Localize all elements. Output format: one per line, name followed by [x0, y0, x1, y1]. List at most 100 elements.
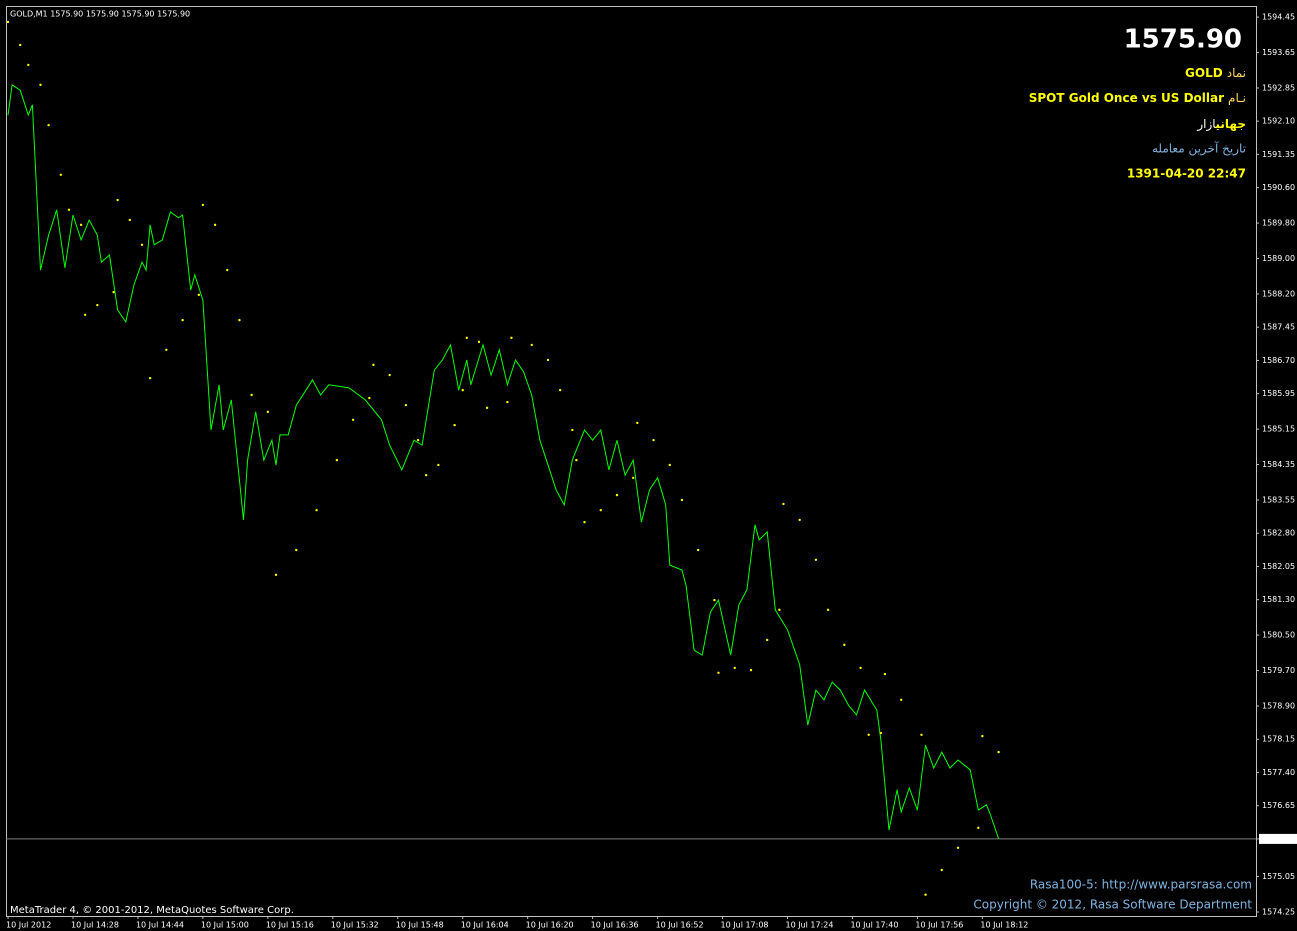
sar-dot	[924, 893, 927, 896]
sar-dot	[213, 223, 217, 227]
y-tick-label: 1584.35	[1262, 460, 1295, 469]
sar-dot	[766, 638, 769, 642]
x-tick-label: 10 Jul 18:12	[980, 921, 1028, 930]
sar-dot	[713, 598, 716, 602]
symbol: GOLD	[1185, 66, 1223, 80]
sar-dot	[351, 418, 355, 421]
x-tick-label: 10 Jul 17:40	[850, 921, 898, 930]
sar-dot	[128, 218, 132, 222]
sar-dot	[238, 318, 241, 322]
sar-dot	[859, 666, 862, 670]
sar-dot	[27, 63, 30, 67]
sar-dot	[96, 303, 99, 307]
sar-dot	[148, 376, 152, 380]
sar-dot	[652, 438, 655, 442]
x-tick-label: 10 Jul 15:00	[201, 921, 249, 930]
sar-dot	[453, 423, 456, 427]
copyright: Copyright © 2012, Rasa Software Departme…	[973, 898, 1252, 912]
sar-dot	[981, 734, 984, 738]
info-line: جهانيبازار	[1196, 117, 1246, 132]
x-tick-label: 10 Jul 16:36	[591, 921, 639, 930]
y-tick-label: 1574.25	[1262, 908, 1295, 917]
last-trade-label: تاريخ آخرين معامله	[1152, 141, 1246, 157]
sar-dot	[506, 400, 509, 404]
sar-dot	[778, 608, 781, 612]
sar-dot	[826, 608, 830, 612]
y-tick-label: 1582.80	[1262, 529, 1295, 538]
sar-dot	[79, 223, 83, 227]
sar-dot	[899, 698, 903, 701]
price-line-series	[7, 84, 1000, 840]
x-tick-label: 10 Jul 2012	[6, 921, 51, 930]
info-line: GOLD نماد	[1185, 66, 1246, 80]
sar-dot	[558, 388, 562, 392]
sar-dot	[315, 508, 318, 512]
sar-dot	[39, 83, 42, 87]
y-tick-label: 1585.15	[1262, 425, 1295, 434]
y-tick-label: 1578.90	[1262, 702, 1295, 711]
x-tick-label: 10 Jul 15:48	[396, 921, 444, 930]
sar-dot	[636, 421, 639, 425]
y-tick-label: 1575.90	[1262, 834, 1295, 843]
info-line: SPOT Gold Once vs US Dollar نـام	[1029, 91, 1246, 105]
sar-dot	[116, 198, 119, 202]
sar-dot	[59, 173, 63, 176]
y-tick-label: 1593.65	[1262, 48, 1295, 57]
y-tick-label: 1589.80	[1262, 219, 1295, 228]
sar-dot	[437, 463, 440, 467]
y-tick-label: 1577.40	[1262, 768, 1295, 777]
sar-dot	[181, 318, 184, 322]
sar-dot	[112, 291, 115, 294]
chart-title: GOLD,M1 1575.90 1575.90 1575.90 1575.90	[10, 10, 190, 19]
sar-dot	[867, 733, 870, 736]
x-tick-label: 10 Jul 17:56	[915, 921, 963, 930]
y-tick-label: 1576.65	[1262, 801, 1295, 810]
sar-dot	[67, 208, 71, 211]
name-label: نـام	[1228, 91, 1246, 105]
sar-dot	[717, 671, 720, 674]
sar-dot	[782, 502, 785, 506]
sar-dot	[920, 733, 923, 736]
site: Rasa100-5: http://www.parsrasa.com	[1030, 878, 1252, 892]
y-tick-label: 1582.05	[1262, 562, 1295, 571]
sar-dot	[477, 340, 481, 344]
platform-note: MetaTrader 4, © 2001-2012, MetaQuotes So…	[10, 905, 294, 916]
sar-dot	[530, 343, 533, 347]
sar-dot	[197, 293, 201, 297]
y-tick-label: 1588.20	[1262, 289, 1295, 298]
sar-dot	[19, 43, 22, 47]
sar-dot	[798, 518, 801, 522]
price: 1575.90	[1124, 25, 1242, 55]
y-tick-label: 1586.70	[1262, 356, 1295, 365]
sar-dot	[599, 508, 602, 512]
sar-dot	[814, 558, 818, 561]
last-trade: 1391-04-20 22:47	[1127, 167, 1246, 181]
plot-frame	[6, 6, 1257, 917]
x-tick-label: 10 Jul 16:52	[656, 921, 704, 930]
sar-dot	[510, 336, 513, 340]
sar-dot	[997, 750, 1000, 754]
sar-dot	[335, 458, 339, 462]
sar-dot	[977, 826, 980, 830]
sar-dot	[416, 438, 420, 442]
price-label-box	[1259, 833, 1297, 844]
x-tick-label: 10 Jul 15:16	[266, 921, 314, 930]
x-tick-label: 10 Jul 14:44	[136, 921, 184, 930]
x-tick-label: 10 Jul 16:04	[461, 921, 509, 930]
sar-dot	[250, 393, 253, 397]
sar-dot	[733, 666, 736, 670]
y-tick-label: 1589.00	[1262, 254, 1295, 263]
x-tick-label: 10 Jul 14:28	[71, 921, 119, 930]
y-tick-label: 1578.15	[1262, 735, 1295, 744]
y-tick-label: 1590.60	[1262, 183, 1295, 192]
sar-dot	[47, 123, 50, 127]
sar-dot	[226, 268, 229, 272]
y-tick-label: 1575.05	[1262, 872, 1295, 881]
sar-dot	[940, 868, 943, 872]
y-tick-label: 1580.50	[1262, 631, 1295, 640]
sar-dot	[485, 406, 489, 410]
sar-dot	[372, 363, 375, 367]
y-tick-label: 1592.10	[1262, 117, 1295, 126]
